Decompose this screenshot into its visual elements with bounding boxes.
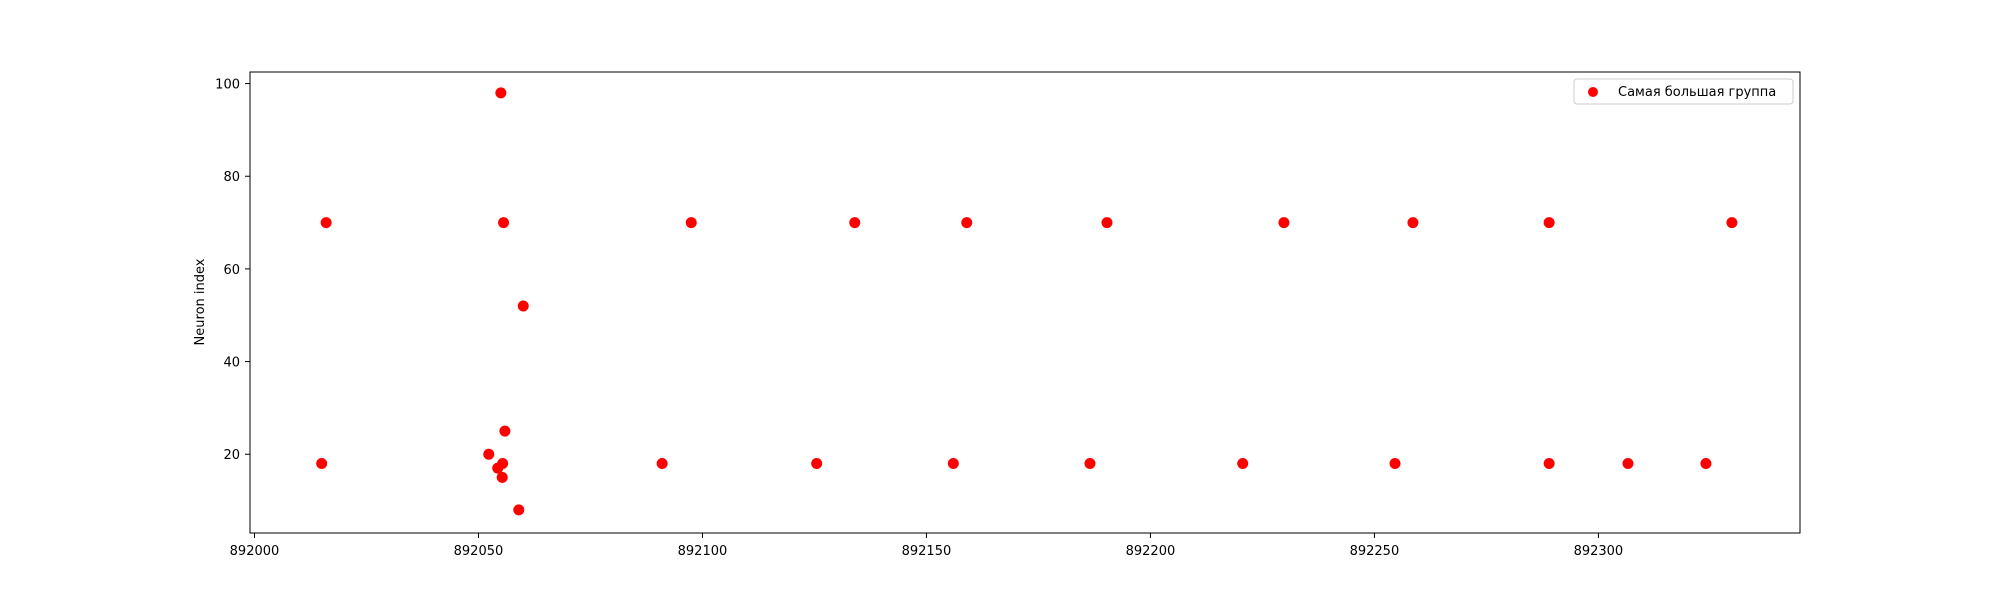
data-point bbox=[1543, 458, 1555, 470]
data-point bbox=[849, 217, 861, 229]
y-axis: 20 40 60 80 100 bbox=[215, 78, 250, 463]
data-point bbox=[685, 217, 697, 229]
y-tick-label: 60 bbox=[223, 263, 240, 278]
data-point bbox=[947, 458, 959, 470]
x-tick-label: 892200 bbox=[1126, 544, 1176, 559]
data-point bbox=[1726, 217, 1738, 229]
data-point bbox=[320, 217, 332, 229]
data-point bbox=[513, 504, 525, 516]
data-point bbox=[497, 458, 509, 470]
data-point bbox=[1101, 217, 1113, 229]
legend-label: Самая большая группа bbox=[1618, 85, 1776, 100]
y-tick-label: 40 bbox=[223, 356, 240, 371]
x-tick-label: 892100 bbox=[678, 544, 728, 559]
data-point bbox=[316, 458, 328, 470]
plot-frame bbox=[249, 71, 1801, 534]
x-tick-label: 892250 bbox=[1350, 544, 1400, 559]
data-point bbox=[1084, 458, 1096, 470]
data-point bbox=[961, 217, 973, 229]
data-point bbox=[499, 425, 511, 437]
legend: Самая большая группа bbox=[1573, 78, 1794, 105]
data-point bbox=[811, 458, 823, 470]
y-tick-label: 20 bbox=[223, 448, 240, 463]
data-point bbox=[498, 217, 510, 229]
data-point bbox=[1407, 217, 1419, 229]
y-axis-label: Neuron index bbox=[193, 258, 208, 345]
data-point bbox=[496, 471, 508, 483]
x-tick-label: 892300 bbox=[1574, 544, 1624, 559]
x-tick-label: 892150 bbox=[902, 544, 952, 559]
data-point bbox=[1237, 458, 1249, 470]
data-point bbox=[483, 448, 495, 460]
data-point bbox=[1543, 217, 1555, 229]
legend-box bbox=[1573, 78, 1794, 105]
y-tick-label: 80 bbox=[223, 170, 240, 185]
data-point bbox=[517, 300, 529, 312]
data-points bbox=[316, 87, 1738, 516]
data-point bbox=[1278, 217, 1290, 229]
data-point bbox=[656, 458, 668, 470]
x-tick-label: 892050 bbox=[454, 544, 504, 559]
legend-marker bbox=[1588, 87, 1598, 97]
y-tick-label: 100 bbox=[215, 78, 240, 93]
data-point bbox=[1700, 458, 1712, 470]
x-axis: 892000 892050 892100 892150 892200 892250 8923… bbox=[230, 533, 1624, 559]
data-point bbox=[495, 87, 507, 99]
data-point bbox=[1389, 458, 1401, 470]
x-tick-label: 892000 bbox=[230, 544, 280, 559]
data-point bbox=[1622, 458, 1634, 470]
plot-area bbox=[250, 72, 1800, 533]
